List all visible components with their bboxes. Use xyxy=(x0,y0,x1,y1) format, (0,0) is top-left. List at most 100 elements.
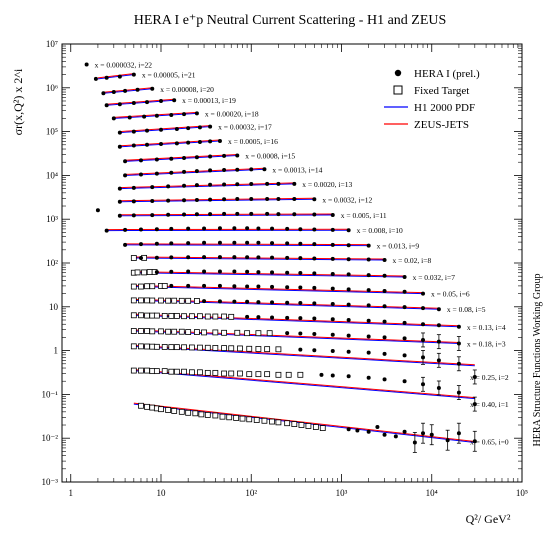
fixed-target-point xyxy=(247,417,252,422)
hera-point xyxy=(457,362,461,366)
hera-point xyxy=(383,433,387,437)
fixed-target-point xyxy=(205,370,210,375)
hera-point xyxy=(421,355,425,359)
fixed-target-point xyxy=(313,425,318,430)
legend-marker-hera xyxy=(395,70,401,76)
hera-point xyxy=(285,227,289,231)
fixed-target-point xyxy=(172,329,177,334)
hera-point xyxy=(145,129,149,133)
hera-point xyxy=(421,338,425,342)
y-tick-label: 10³ xyxy=(46,214,58,224)
hera-point xyxy=(285,271,289,275)
hera-point xyxy=(367,273,371,277)
fixed-target-point xyxy=(220,414,225,419)
hera-point xyxy=(166,199,170,203)
hera-point xyxy=(105,76,109,80)
hera-point xyxy=(105,103,109,107)
hera-point xyxy=(312,271,316,275)
fixed-target-point xyxy=(179,329,184,334)
hera-point xyxy=(186,126,190,130)
zeus-fit-curve xyxy=(134,286,423,293)
bin-label: x = 0.00020, i=18 xyxy=(205,109,259,118)
zeus-fit-curve xyxy=(103,88,152,92)
hera-point xyxy=(270,256,274,260)
hera-point xyxy=(172,98,176,102)
hera-point xyxy=(198,125,202,129)
fixed-target-point xyxy=(145,313,150,318)
fixed-target-point xyxy=(131,298,136,303)
hera-point xyxy=(235,153,239,157)
zeus-fit-curve xyxy=(125,168,264,174)
hera-point xyxy=(285,241,289,245)
hera-point xyxy=(347,350,351,354)
hera-point xyxy=(403,430,407,434)
fixed-target-point xyxy=(138,368,143,373)
fixed-target-point xyxy=(154,369,159,374)
fixed-target-point xyxy=(174,345,179,350)
hera-point xyxy=(232,226,236,230)
fixed-target-point xyxy=(229,346,234,351)
hera-point xyxy=(218,139,222,143)
fixed-target-point xyxy=(222,330,227,335)
fixed-target-point xyxy=(193,411,198,416)
hera-point xyxy=(101,91,105,95)
hera-point xyxy=(155,242,159,246)
fixed-target-point xyxy=(174,369,179,374)
hera-point xyxy=(298,332,302,336)
side-text: HERA Structure Functions Working Group xyxy=(532,274,543,447)
y-tick-label: 10⁷ xyxy=(46,39,58,49)
hera-point xyxy=(285,285,289,289)
fixed-target-point xyxy=(292,422,297,427)
hera-point xyxy=(208,139,212,143)
hera-point xyxy=(421,292,425,296)
hera-point xyxy=(155,227,159,231)
hera-point xyxy=(123,173,127,177)
fixed-target-point xyxy=(267,331,272,336)
fixed-target-point xyxy=(186,330,191,335)
bin-label: x = 0.00013, i=19 xyxy=(182,96,236,105)
hera-point xyxy=(276,182,280,186)
hera-point xyxy=(312,242,316,246)
fixed-target-point xyxy=(135,270,140,275)
fixed-target-point xyxy=(186,298,191,303)
hera-point xyxy=(265,212,269,216)
hera-point xyxy=(312,301,316,305)
hera-point xyxy=(208,212,212,216)
hera-point xyxy=(195,183,199,187)
bin-label: x = 0.08, i=5 xyxy=(447,305,486,314)
bin-label: x = 0.0020, i=13 xyxy=(302,180,352,189)
fixed-target-point xyxy=(227,415,232,420)
hera-point xyxy=(169,255,173,259)
hera-point xyxy=(235,168,239,172)
hera-point xyxy=(198,140,202,144)
hera-point xyxy=(270,270,274,274)
hera-point xyxy=(347,272,351,276)
hera-point xyxy=(182,213,186,217)
hera-point xyxy=(265,197,269,201)
hera-point xyxy=(298,271,302,275)
hera-point xyxy=(232,284,236,288)
fixed-target-point xyxy=(158,329,163,334)
hera-point xyxy=(123,89,127,93)
hera-point xyxy=(270,227,274,231)
fixed-target-point xyxy=(162,369,167,374)
x-tick-label: 10 xyxy=(156,488,166,498)
hera-point xyxy=(256,226,260,230)
hera-point xyxy=(202,284,206,288)
fixed-target-point xyxy=(145,368,150,373)
hera-point xyxy=(128,115,132,119)
hera-point xyxy=(222,197,226,201)
fixed-target-point xyxy=(213,314,218,319)
hera-point xyxy=(218,299,222,303)
hera-point xyxy=(270,300,274,304)
hera-point xyxy=(413,440,417,444)
hera-point xyxy=(132,186,136,190)
hera-point xyxy=(430,433,434,437)
fixed-target-point xyxy=(286,372,291,377)
hera-point xyxy=(208,125,212,129)
y-tick-label: 10⁶ xyxy=(46,83,58,93)
hera-point xyxy=(457,325,461,329)
hera-point xyxy=(276,197,280,201)
bin-label: x = 0.40, i=1 xyxy=(470,400,509,409)
hera-point xyxy=(437,307,441,311)
